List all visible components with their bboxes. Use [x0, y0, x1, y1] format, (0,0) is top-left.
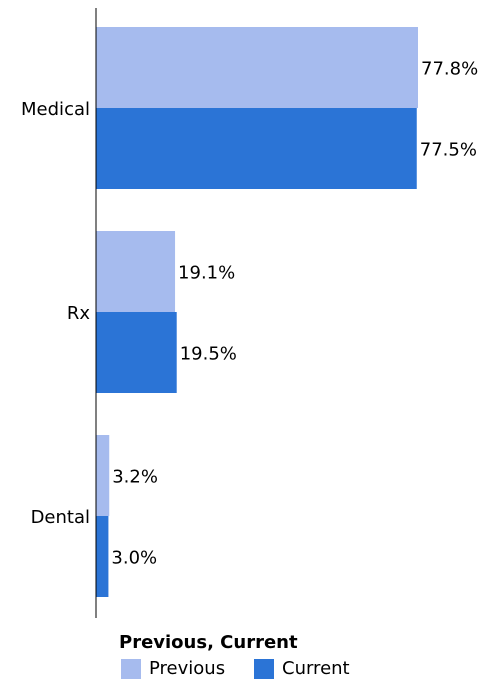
bar-dental-current[interactable]	[96, 516, 109, 597]
category-label-rx: Rx	[67, 303, 91, 324]
legend-label-previous: Previous	[149, 658, 226, 679]
legend-swatch-current	[254, 658, 274, 679]
data-label-medical-current: 77.5%	[420, 140, 477, 161]
bar-dental-previous[interactable]	[96, 435, 110, 516]
legend-item-previous[interactable]: Previous	[121, 658, 225, 679]
bar-medical-current[interactable]	[96, 108, 417, 189]
bar-medical-previous[interactable]	[96, 27, 418, 108]
bar-rx-current[interactable]	[96, 312, 177, 393]
category-label-medical: Medical	[21, 99, 90, 120]
data-label-dental-previous: 3.2%	[112, 467, 158, 488]
data-label-rx-current: 19.5%	[180, 344, 237, 365]
data-label-rx-previous: 19.1%	[178, 263, 235, 284]
legend-label-current: Current	[282, 658, 350, 679]
legend-swatch-previous	[121, 658, 141, 679]
bar-rx-previous[interactable]	[96, 231, 176, 312]
legend-title: Previous, Current	[119, 632, 298, 653]
bar-chart: 77.8% 77.5% Medical 19.1% 19.5% Rx 3.2% 3.0% Den…	[21, 8, 478, 618]
category-label-dental: Dental	[31, 507, 90, 528]
legend-item-current[interactable]: Current	[254, 658, 350, 679]
data-label-medical-previous: 77.8%	[421, 59, 478, 80]
data-label-dental-current: 3.0%	[111, 548, 157, 569]
